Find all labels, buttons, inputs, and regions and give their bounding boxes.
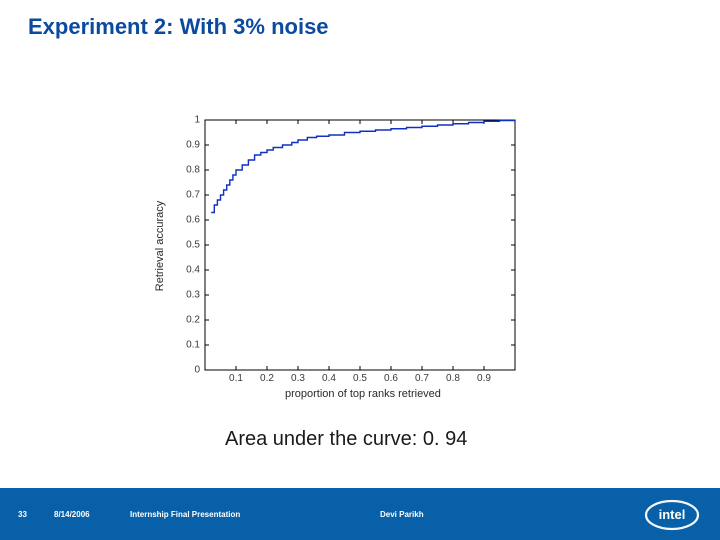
x-tick-label: 0.2 bbox=[260, 373, 274, 384]
x-tick-label: 0.1 bbox=[229, 373, 243, 384]
x-tick-label: 0.8 bbox=[446, 373, 460, 384]
chart-container: 0 0.1 0.2 0.3 0.4 0.5 0.6 0.7 0.8 0.9 1 0.1 0.2 0.3 0… bbox=[155, 115, 565, 395]
svg-text:intel: intel bbox=[659, 507, 686, 522]
y-tick-label: 0.2 bbox=[170, 315, 200, 326]
chart-caption: Area under the curve: 0. 94 bbox=[225, 428, 467, 451]
footer-bar: 33 8/14/2006 Internship Final Presentati… bbox=[0, 488, 720, 540]
x-axis-label: proportion of top ranks retrieved bbox=[285, 388, 441, 400]
y-tick-label: 0.7 bbox=[170, 190, 200, 201]
y-tick-label: 0.5 bbox=[170, 240, 200, 251]
x-tick-label: 0.3 bbox=[291, 373, 305, 384]
y-tick-label: 0.3 bbox=[170, 290, 200, 301]
y-tick-label: 0.9 bbox=[170, 140, 200, 151]
y-tick-label: 0.6 bbox=[170, 215, 200, 226]
x-tick-label: 0.9 bbox=[477, 373, 491, 384]
slide-date: 8/14/2006 bbox=[54, 510, 90, 519]
slide-title: Experiment 2: With 3% noise bbox=[28, 14, 329, 40]
line-chart bbox=[155, 115, 565, 395]
y-tick-label: 0.8 bbox=[170, 165, 200, 176]
x-tick-label: 0.4 bbox=[322, 373, 336, 384]
y-tick-label: 0 bbox=[170, 365, 200, 376]
y-tick-label: 0.1 bbox=[170, 340, 200, 351]
y-axis-label: Retrieval accuracy bbox=[154, 201, 166, 291]
x-tick-label: 0.5 bbox=[353, 373, 367, 384]
x-tick-label: 0.6 bbox=[384, 373, 398, 384]
author-name: Devi Parikh bbox=[380, 510, 424, 519]
presentation-title: Internship Final Presentation bbox=[130, 510, 240, 519]
y-tick-label: 0.4 bbox=[170, 265, 200, 276]
x-tick-label: 0.7 bbox=[415, 373, 429, 384]
intel-logo: intel bbox=[644, 498, 700, 537]
y-tick-label: 1 bbox=[170, 115, 200, 126]
slide-number: 33 bbox=[18, 510, 27, 519]
